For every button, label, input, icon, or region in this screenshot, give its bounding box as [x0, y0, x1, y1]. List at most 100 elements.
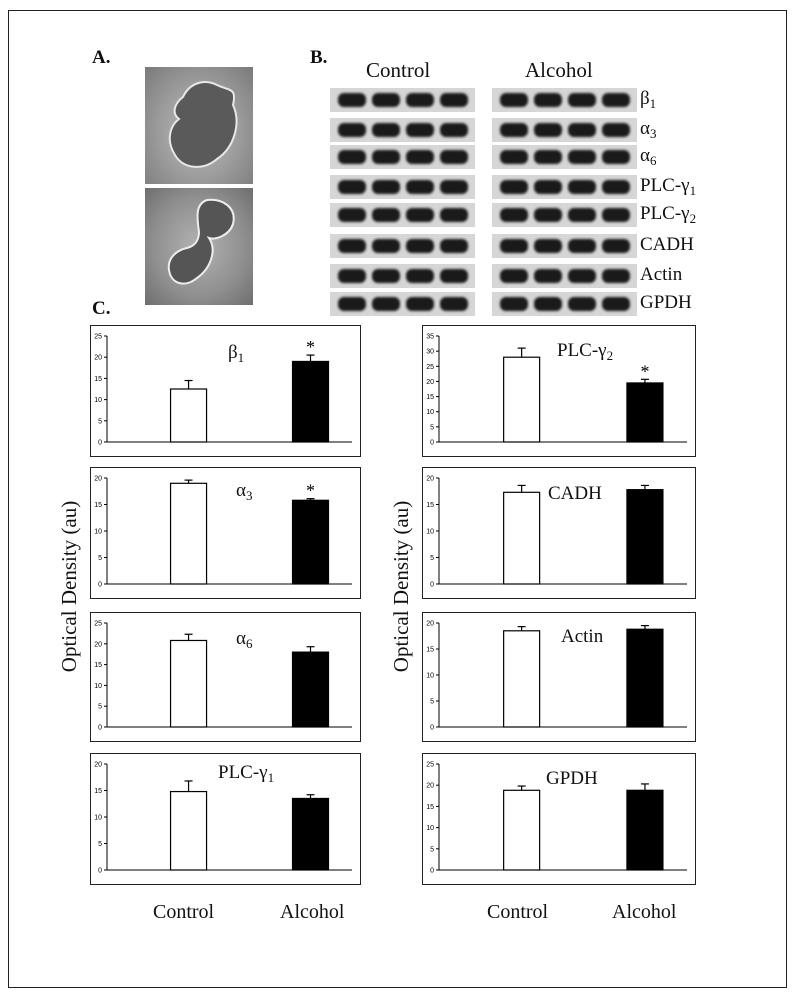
chart-plot: 0 5 10 15 20 *	[94, 476, 352, 589]
blot-row-label-subscript: 3	[649, 126, 657, 141]
chart-protein-label-text: α	[236, 628, 246, 649]
chart-protein-label-subscript: 6	[245, 636, 253, 651]
chart-protein-label-2: α3	[236, 480, 252, 504]
x-label-alcohol-left: Alcohol	[280, 901, 345, 923]
blot-control-row-4	[330, 175, 475, 199]
y-tick-label: 5	[98, 704, 102, 711]
blot-row-label-4: PLC-γ1	[640, 175, 696, 199]
chart-plot: 0 5 10 15 20 25	[94, 621, 352, 732]
bar-alcohol	[291, 499, 330, 585]
chart-6: 0 5 10 15 20	[422, 467, 696, 599]
y-tick-label: 5	[98, 555, 102, 562]
chart-7: 0 5 10 15 20	[422, 612, 696, 742]
blot-band	[500, 269, 528, 283]
blot-band	[338, 269, 366, 283]
y-axis-label-left: Optical Density (au)	[57, 500, 82, 673]
chart-protein-label-text: PLC-γ	[218, 762, 268, 783]
y-axis-label-right: Optical Density (au)	[389, 500, 414, 673]
blot-band	[602, 123, 630, 137]
blot-band	[440, 150, 468, 164]
blot-row-label-text: Actin	[640, 264, 683, 285]
blot-band	[372, 208, 400, 222]
bar-alcohol	[291, 651, 330, 728]
blot-row-label-text: PLC-γ	[640, 203, 690, 224]
y-tick-label: 15	[426, 502, 434, 509]
y-tick-label: 10	[94, 397, 102, 404]
blot-band	[500, 180, 528, 194]
y-tick-label: 20	[426, 783, 434, 790]
chart-protein-label-1: β1	[228, 342, 244, 366]
blot-band	[602, 239, 630, 253]
chart-protein-label-text: CADH	[548, 483, 602, 504]
chart-protein-label-text: Actin	[561, 626, 604, 647]
chart-protein-label-text: PLC-γ	[557, 340, 607, 361]
chart-plot: 0 5 10 15 20 25	[426, 762, 687, 875]
blot-band	[500, 150, 528, 164]
blot-row-label-3: α6	[640, 145, 656, 169]
bar-control	[503, 789, 541, 871]
panel-label-a: A.	[92, 47, 111, 68]
chart-5: 0 5 10 15 20 25 30 35 *	[422, 325, 696, 457]
blot-alcohol-row-4	[492, 175, 637, 199]
y-tick-label: 15	[94, 788, 102, 795]
blot-band	[338, 123, 366, 137]
blot-band	[372, 93, 400, 107]
blot-band	[500, 93, 528, 107]
y-tick-label: 15	[426, 394, 434, 401]
y-tick-label: 15	[426, 647, 434, 654]
y-tick-label: 0	[430, 868, 434, 875]
x-label-alcohol-right: Alcohol	[612, 901, 677, 923]
y-tick-label: 0	[430, 725, 434, 732]
bar-alcohol	[291, 797, 330, 871]
blot-band	[440, 93, 468, 107]
blot-control-row-8	[330, 292, 475, 316]
x-label-control-right: Control	[487, 901, 549, 923]
chart-plot: 0 5 10 15 20 25 *	[94, 334, 352, 447]
significance-asterisk: *	[306, 337, 315, 357]
blot-band	[602, 150, 630, 164]
chart-protein-label-text: GPDH	[546, 768, 598, 789]
y-tick-label: 25	[94, 334, 102, 341]
blot-band	[500, 297, 528, 311]
blot-control-row-3	[330, 145, 475, 169]
blot-band	[534, 297, 562, 311]
significance-asterisk: *	[640, 361, 649, 381]
chart-plot: 0 5 10 15 20 25 30 35 *	[426, 334, 687, 447]
blot-row-label-text: CADH	[640, 234, 694, 255]
blot-row-label-text: α	[640, 145, 650, 166]
y-tick-label: 0	[98, 582, 102, 589]
y-tick-label: 10	[426, 825, 434, 832]
embryo-shape-alcohol	[167, 198, 235, 285]
bar-control	[503, 356, 541, 443]
blot-band	[406, 123, 434, 137]
blot-band	[602, 297, 630, 311]
blot-alcohol-row-2	[492, 118, 637, 142]
blot-alcohol-row-8	[492, 292, 637, 316]
blot-alcohol-row-5	[492, 203, 637, 227]
blot-alcohol-row-7	[492, 264, 637, 288]
blot-band	[440, 180, 468, 194]
blot-band	[406, 297, 434, 311]
chart-protein-label-text: β	[228, 342, 238, 363]
blot-band	[372, 269, 400, 283]
y-tick-label: 20	[426, 476, 434, 483]
bar-control	[169, 482, 208, 585]
chart-3: 0 5 10 15 20 25	[90, 612, 361, 742]
blot-band	[338, 93, 366, 107]
blot-row-label-subscript: 6	[649, 153, 657, 168]
blot-band	[568, 297, 596, 311]
y-tick-label: 5	[430, 699, 434, 706]
blot-row-label-8: GPDH	[640, 292, 692, 314]
blot-band	[500, 123, 528, 137]
chart-protein-label-4: PLC-γ1	[218, 762, 274, 786]
y-tick-label: 0	[98, 725, 102, 732]
blot-row-label-2: α3	[640, 118, 656, 142]
blot-row-label-subscript: 1	[689, 183, 697, 198]
y-tick-label: 15	[426, 804, 434, 811]
chart-plot: 0 5 10 15 20	[426, 476, 687, 589]
chart-protein-label-subscript: 1	[237, 350, 245, 365]
y-tick-label: 0	[98, 440, 102, 447]
blot-band	[568, 123, 596, 137]
blot-control-row-1	[330, 88, 475, 112]
blot-band	[406, 93, 434, 107]
